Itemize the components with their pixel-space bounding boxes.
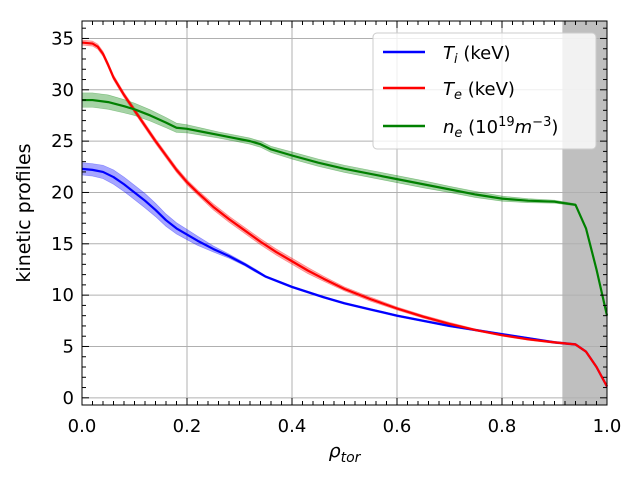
- x-tick-label: 0.2: [173, 416, 202, 437]
- x-axis-label-main: ρ: [329, 440, 341, 462]
- y-tick-label: 15: [51, 234, 74, 255]
- legend-label-ne: ne (1019m−3): [443, 115, 558, 141]
- x-axis-label-sub: tor: [341, 450, 362, 466]
- plot-frame: [81, 20, 608, 406]
- x-tick-label: 0.0: [68, 416, 97, 437]
- y-tick-label: 30: [51, 80, 74, 101]
- y-tick-label: 10: [51, 285, 74, 306]
- x-tick-label: 1.0: [593, 416, 622, 437]
- series-lines: [81, 41, 609, 388]
- x-tick-label: 0.4: [278, 416, 307, 437]
- y-tick-label: 25: [51, 131, 74, 152]
- y-tick-label: 0: [63, 388, 74, 409]
- legend-box: [372, 32, 597, 150]
- legend-label-Ti: Ti (keV): [443, 43, 511, 67]
- series-line-ne: [82, 98, 609, 316]
- legend: Ti (keV) Te (keV) ne (1019m−3): [372, 32, 597, 150]
- y-tick-label: 20: [51, 182, 74, 203]
- x-axis-label: ρtor: [329, 440, 362, 466]
- legend-label-Te: Te (keV): [443, 79, 515, 103]
- x-tick-label: 0.6: [383, 416, 412, 437]
- tick-labels: 0.0 0.2 0.4 0.6 0.8 1.0 0 5 10 15 20 25 30 35: [51, 28, 621, 437]
- y-tick-label: 5: [63, 336, 74, 357]
- x-tick-label: 0.8: [488, 416, 517, 437]
- y-axis-label: kinetic profiles: [13, 143, 35, 282]
- series-line-Te: [81, 41, 608, 388]
- axis-ticks: [81, 21, 608, 405]
- y-tick-label: 35: [51, 28, 74, 49]
